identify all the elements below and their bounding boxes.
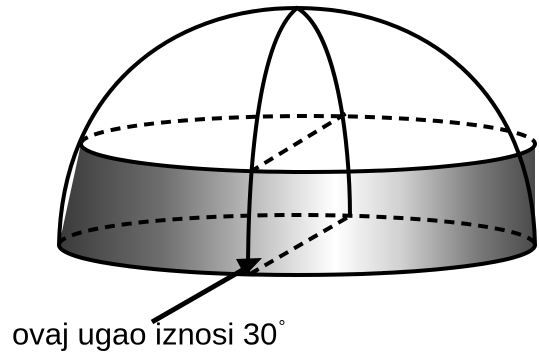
upper-circle-front xyxy=(79,143,537,174)
degree-symbol: ° xyxy=(278,317,286,337)
pointer-arrow-shaft xyxy=(150,265,248,325)
base-circle-back xyxy=(57,213,537,246)
angle-caption-text: ovaj ugao iznosi 30 xyxy=(12,316,278,352)
meridian-arc xyxy=(246,5,352,275)
angle-caption: ovaj ugao iznosi 30° xyxy=(12,318,286,349)
pointer-arrow-head xyxy=(236,258,262,276)
upper-radius-dashed xyxy=(248,109,352,174)
base-circle-front xyxy=(57,244,537,277)
base-radius-dashed xyxy=(248,214,352,276)
shaded-zone-band xyxy=(59,144,535,275)
upper-circle-back xyxy=(79,114,537,145)
